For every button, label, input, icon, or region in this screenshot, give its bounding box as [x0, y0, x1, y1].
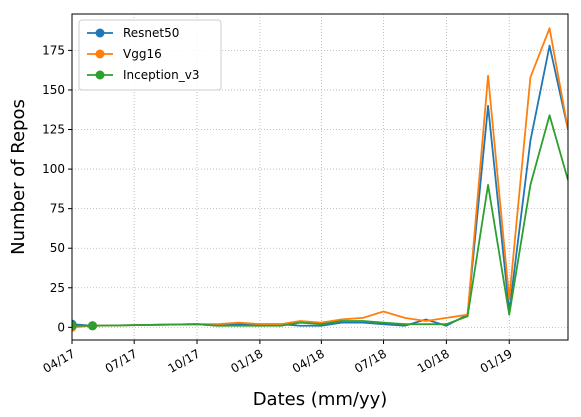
- data-point: [72, 321, 77, 331]
- series-inception_v3: [72, 114, 568, 331]
- y-tick-label: 150: [42, 83, 65, 97]
- y-tick-label: 25: [50, 281, 65, 295]
- series-lines: [72, 27, 568, 332]
- series-line: [72, 27, 568, 329]
- y-tick-label: 75: [50, 202, 65, 216]
- y-tick-label: 0: [57, 320, 65, 334]
- legend-label: Resnet50: [123, 26, 179, 40]
- series-line: [72, 114, 568, 327]
- y-axis-label: Number of Repos: [8, 99, 29, 255]
- y-tick-label: 125: [42, 123, 65, 137]
- plot-frame: [71, 13, 569, 341]
- legend: Resnet50 Vgg16 Inception_v3: [78, 19, 222, 91]
- legend-label: Inception_v3: [123, 68, 199, 82]
- legend-marker: [95, 49, 105, 59]
- legend-label: Vgg16: [123, 47, 162, 61]
- legend-marker: [95, 70, 105, 80]
- y-tick-label: 175: [42, 43, 65, 57]
- y-tick-label: 50: [50, 241, 65, 255]
- y-tick-label: 100: [42, 162, 65, 176]
- data-point: [87, 321, 97, 331]
- legend-marker: [95, 28, 105, 38]
- x-axis-label: Dates (mm/yy): [253, 389, 388, 410]
- legend-box: [78, 19, 222, 91]
